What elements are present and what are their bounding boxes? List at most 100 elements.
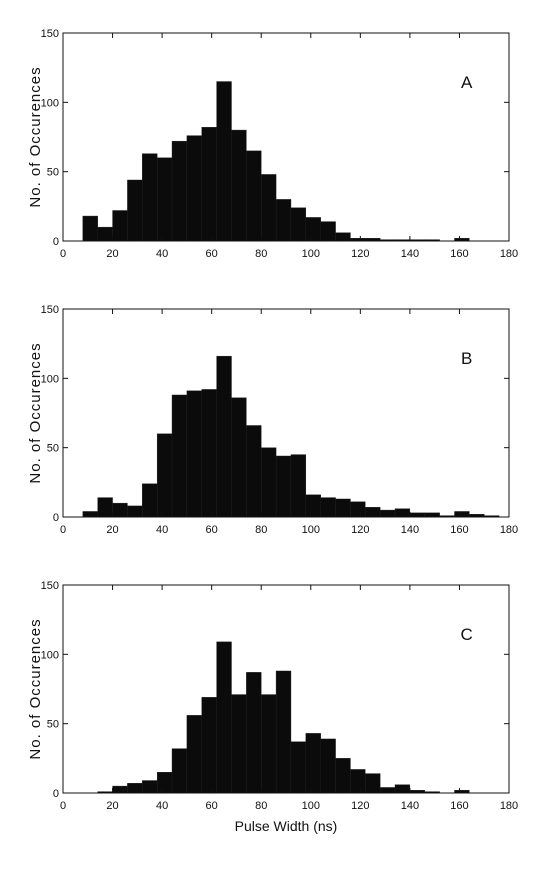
histogram-bar — [275, 199, 292, 242]
histogram-bar — [112, 785, 128, 794]
histogram-bar — [320, 738, 336, 794]
histogram-bar — [186, 135, 202, 242]
histogram-bar — [112, 502, 128, 518]
y-tick-label: 50 — [47, 167, 59, 179]
histogram-bar — [424, 512, 440, 518]
histogram-bar — [201, 389, 217, 518]
histogram-bar — [335, 758, 351, 794]
histogram-bar — [394, 784, 411, 794]
histogram-bar — [261, 174, 277, 242]
y-axis: 0 50 100 150 — [41, 580, 509, 800]
histogram-bar — [305, 494, 321, 518]
x-tick-label: 60 — [206, 800, 218, 812]
histogram-bar — [127, 783, 143, 794]
panel-letter: B — [461, 349, 472, 368]
y-tick-label: 150 — [41, 304, 59, 316]
x-axis: 0 20 40 60 80 100 120 140 160 180 — [60, 309, 518, 536]
histogram-bar — [186, 390, 202, 518]
x-tick-label: 0 — [60, 800, 66, 812]
histogram-bar — [305, 733, 321, 794]
panel-b: 0 20 40 60 80 100 120 140 160 180 0 50 100 150 No. of … — [27, 304, 518, 536]
histogram-bar — [82, 215, 98, 242]
histogram-bar — [171, 140, 188, 242]
histogram-bar — [142, 483, 158, 518]
x-tick-label: 160 — [450, 248, 468, 260]
histogram-bar — [97, 497, 113, 518]
y-axis-label: No. of Occurences — [27, 618, 44, 759]
histogram-bar — [127, 179, 143, 242]
x-tick-label: 160 — [450, 800, 468, 812]
histogram-bar — [231, 129, 247, 242]
x-tick-label: 20 — [106, 248, 118, 260]
x-tick-label: 140 — [401, 248, 419, 260]
histogram-bar — [246, 150, 262, 242]
x-axis-label: Pulse Width (ns) — [235, 818, 338, 834]
histogram-bar — [97, 226, 113, 242]
x-tick-label: 20 — [106, 800, 118, 812]
plot-frame — [62, 32, 510, 242]
histogram-bar — [290, 207, 307, 242]
x-tick-label: 40 — [156, 800, 168, 812]
histogram-bar — [409, 512, 425, 518]
y-tick-label: 0 — [53, 512, 59, 524]
histogram-bar — [127, 505, 143, 518]
histogram-bar — [156, 772, 173, 794]
x-tick-label: 100 — [302, 248, 320, 260]
y-tick-label: 100 — [41, 97, 59, 109]
histogram-bar — [231, 694, 247, 794]
histogram-bar — [201, 697, 217, 794]
x-tick-label: 80 — [255, 524, 267, 536]
histogram-bar — [335, 232, 351, 242]
x-tick-label: 20 — [106, 524, 118, 536]
histogram-bar — [350, 501, 366, 518]
x-axis: 0 20 40 60 80 100 120 140 160 180 — [60, 585, 518, 812]
histogram-bar — [246, 425, 262, 518]
histogram-bar — [305, 217, 321, 242]
x-tick-label: 120 — [351, 248, 369, 260]
histogram-bar — [156, 157, 173, 242]
histogram-bar — [216, 355, 232, 518]
x-tick-label: 140 — [401, 800, 419, 812]
panels: 0 20 40 60 80 100 120 140 160 180 0 50 100 150 No. of … — [27, 28, 518, 834]
y-tick-label: 0 — [53, 236, 59, 248]
x-tick-label: 40 — [156, 248, 168, 260]
histogram-bar — [335, 498, 351, 518]
histogram-bar — [82, 511, 98, 518]
histogram-bar — [261, 447, 277, 518]
panel-a: 0 20 40 60 80 100 120 140 160 180 0 50 100 150 No. of … — [27, 28, 518, 260]
x-tick-label: 180 — [500, 248, 518, 260]
histogram-bar — [290, 741, 307, 794]
x-tick-label: 40 — [156, 524, 168, 536]
x-axis: 0 20 40 60 80 100 120 140 160 180 — [60, 33, 518, 260]
histogram-bar — [275, 455, 292, 518]
y-tick-label: 0 — [53, 788, 59, 800]
panel-letter: C — [460, 625, 472, 644]
histogram-bar — [379, 787, 396, 794]
histogram-bar — [171, 394, 188, 518]
histogram-bar — [231, 397, 247, 518]
x-tick-label: 0 — [60, 524, 66, 536]
x-tick-label: 80 — [255, 800, 267, 812]
x-tick-label: 80 — [255, 248, 267, 260]
histogram-bar — [216, 81, 232, 242]
y-tick-label: 50 — [47, 443, 59, 455]
histogram-bar — [142, 153, 158, 242]
y-tick-label: 150 — [41, 580, 59, 592]
histogram-bar — [171, 748, 188, 794]
x-tick-label: 120 — [351, 800, 369, 812]
x-tick-label: 100 — [302, 524, 320, 536]
y-axis-label: No. of Occurences — [27, 66, 44, 207]
y-tick-label: 100 — [41, 373, 59, 385]
y-axis: 0 50 100 150 — [41, 28, 509, 248]
plot-frame — [62, 308, 510, 518]
y-tick-label: 150 — [41, 28, 59, 40]
histogram-bar — [186, 715, 202, 794]
x-tick-label: 120 — [351, 524, 369, 536]
histogram-bar — [454, 511, 470, 518]
histogram-bar — [394, 508, 411, 518]
histogram-bars — [82, 355, 500, 518]
panel-letter: A — [461, 73, 473, 92]
histogram-bars — [82, 81, 470, 242]
histogram-bar — [216, 641, 232, 794]
